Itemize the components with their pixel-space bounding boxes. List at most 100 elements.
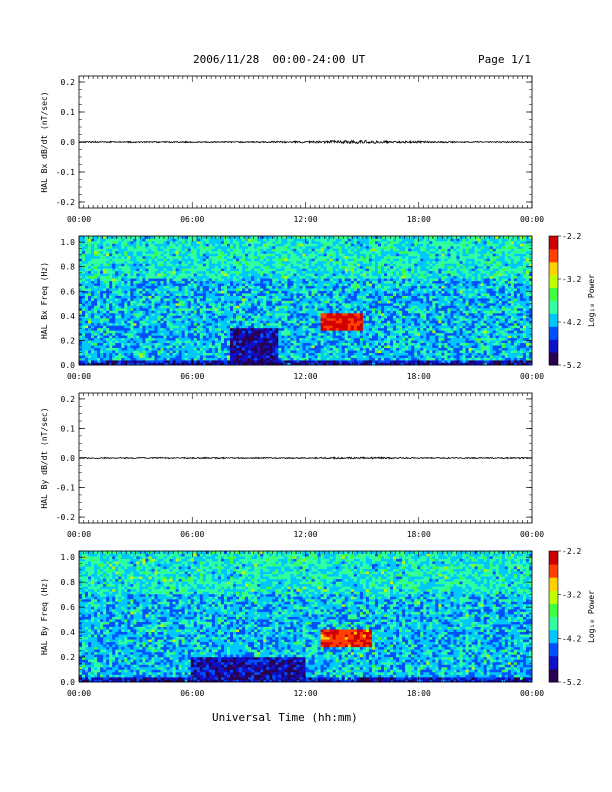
spectrogram-cell [302,298,306,301]
spectrogram-cell [296,255,300,259]
spectrogram-cell [109,280,113,284]
spectrogram-cell [296,280,300,284]
spectrogram-cell [97,240,101,244]
spectrogram-cell [329,288,334,291]
spectrogram-cell [302,325,306,329]
spectrogram-cell [335,340,340,344]
spectrogram-cell [338,342,343,346]
spectrogram-cell [350,295,355,299]
spectrogram-cell [344,245,349,249]
spectrogram-cell [245,283,249,287]
spectrogram-cell [341,238,346,242]
spectrogram-cell [172,332,177,336]
spectrogram-cell [205,273,210,277]
spectrogram-cell [220,360,225,363]
spectrogram-cell [112,248,116,252]
spectrogram-cell [205,300,210,304]
spectrogram-cell [317,350,321,353]
spectrogram-cell [305,250,309,254]
spectrogram-cell [323,273,328,277]
spectrogram-cell [121,350,125,353]
spectrogram-cell [341,250,346,254]
spectrogram-cell [226,332,231,336]
spectrogram-cell [106,268,110,272]
spectrogram-cell [121,362,125,366]
spectrogram-cell [163,253,167,257]
spectrogram-cell [278,307,282,311]
spectrogram-cell [157,320,161,324]
spectrogram-cell [181,357,186,361]
spectrogram-cell [220,263,225,267]
spectrogram-cell [260,255,264,259]
spectrogram-cell [154,283,158,287]
spectrogram-cell [338,240,343,244]
spectrogram-cell [223,236,228,239]
spectrogram-cell [230,278,234,282]
spectrogram-cell [175,350,180,353]
spectrogram-cell [133,350,137,353]
spectrogram-cell [172,320,177,324]
spectrogram-cell [314,270,318,274]
spectrogram-cell [88,350,92,353]
spectrogram-cell [118,345,122,349]
spectrogram-cell [287,258,291,262]
spectrogram-cell [350,260,355,264]
spectrogram-cell [106,285,110,289]
spectrogram-cell [166,352,170,356]
spectrogram-cell [184,350,189,353]
spectrogram-cell [317,310,321,314]
spectrogram-cell [326,325,331,329]
spectrogram-cell [226,236,231,239]
spectrogram-cell [94,335,98,339]
spectrogram-cell [103,260,107,264]
spectrogram-cell [223,298,228,301]
spectrogram-cell [239,295,243,299]
spectrogram-cell [184,285,189,289]
spectrogram-cell [296,300,300,304]
spectrogram-cell [133,317,137,321]
spectrogram-cell [332,327,337,331]
spectrogram-cell [254,360,258,363]
spectrogram-cell [329,258,334,262]
spectrogram-cell [79,300,83,304]
spectrogram-cell [347,350,352,353]
spectrogram-cell [230,330,234,334]
spectrogram-cell [284,362,288,366]
spectrogram-cell [115,240,119,244]
spectrogram-cell [205,295,210,299]
spectrogram-cell [338,322,343,326]
spectrogram-cell [242,355,246,358]
spectrogram-cell [278,283,282,287]
spectrogram-cell [281,265,285,269]
spectrogram-cell [220,312,225,316]
spectrogram-cell [335,317,340,321]
spectrogram-cell [127,302,131,306]
spectrogram-cell [278,236,282,239]
spectrogram-cell [242,330,246,334]
spectrogram-cell [202,322,207,326]
spectrogram-cell [263,332,267,336]
spectrogram-cell [281,298,285,301]
spectrogram-cell [299,283,303,287]
spectrogram-cell [118,350,122,353]
spectrogram-cell [190,345,195,349]
spectrogram-cell [202,302,207,306]
spectrogram-cell [329,250,334,254]
spectrogram-cell [245,300,249,304]
spectrogram-cell [184,325,189,329]
spectrogram-cell [133,330,137,334]
spectrogram-cell [205,315,210,319]
spectrogram-cell [106,332,110,336]
spectrogram-cell [172,335,177,339]
spectrogram-cell [332,330,337,334]
spectrogram-cell [196,307,201,311]
spectrogram-cell [329,362,334,366]
spectrogram-cell [142,300,146,304]
spectrogram-cell [172,325,177,329]
spectrogram-cell [166,307,170,311]
spectrogram-cell [142,248,146,252]
spectrogram-cell [184,307,189,311]
spectrogram-cell [103,275,107,279]
spectrogram-cell [266,342,270,346]
spectrogram-cell [157,260,161,264]
